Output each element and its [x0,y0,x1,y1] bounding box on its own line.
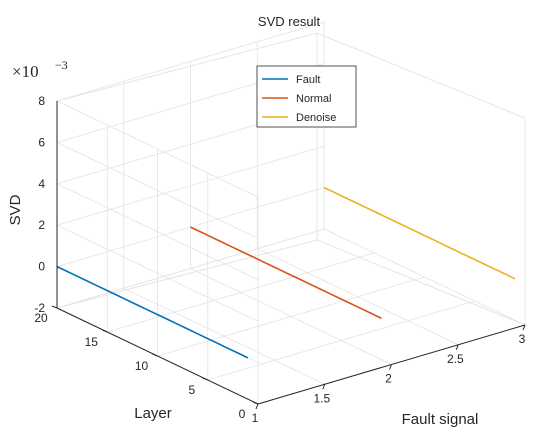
z-tick-label: 6 [38,135,45,149]
grid-line-y [56,228,325,309]
y-tick-label: 0 [239,407,246,421]
y-tick-label: 10 [135,359,149,373]
legend-label-normal: Normal [296,93,331,105]
series-line-normal [190,226,382,320]
x-tick-mark [255,403,259,410]
x-tick-label: 1.5 [313,391,330,405]
y-tick-mark [252,401,259,405]
x-tick-label: 1 [252,411,259,425]
legend: Fault Normal Denoise [256,65,357,128]
series-line-fault [56,265,249,359]
y-tick-mark [102,329,108,333]
legend-label-denoise: Denoise [296,112,336,124]
z-axis-label: SVD [7,194,24,225]
grid-line-y [157,276,425,357]
x-tick-mark [455,344,459,350]
y-tick-mark [202,377,208,381]
z-tick-label: 2 [38,218,45,232]
z-tick-label: -2 [34,301,45,315]
z-exponent-power: −3 [55,58,68,72]
x-tick-mark [389,364,392,370]
x-tick-mark [322,384,326,390]
legend-label-fault: Fault [296,74,320,86]
tick-labels: 1 1.5 2 2.5 3 0 5 10 15 20-2 0 2 4 6 8 [34,94,525,425]
x-tick-label: 3 [519,332,526,346]
y-tick-mark [152,353,158,357]
series-line-denoise [323,186,516,280]
x-tick-label: 2 [385,372,392,386]
y-tick-mark [51,305,58,309]
axes-group [51,101,526,410]
y-tick-label: 20 [34,311,48,325]
x-tick-mark [522,324,526,331]
z-tick-label: 0 [38,260,45,274]
series-group [56,186,516,359]
y-tick-label: 5 [188,383,195,397]
x-tick-label: 2.5 [447,352,464,366]
x-axis-label: Fault signal [402,411,479,428]
z-tick-label: 4 [38,177,45,191]
y-axis-label: Layer [134,405,172,422]
y-tick-label: 15 [85,335,99,349]
grid-line-y [107,252,375,333]
z-tick-label: 8 [38,94,45,108]
grid-line-y [207,300,475,381]
z-exponent-base: ×10 [12,62,39,81]
chart-title: SVD result [258,14,321,29]
